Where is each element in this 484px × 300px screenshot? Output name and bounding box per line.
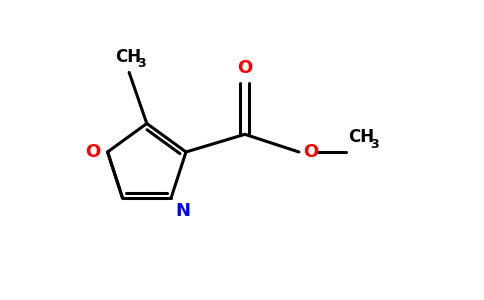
Text: 3: 3 xyxy=(371,138,379,151)
Text: CH: CH xyxy=(115,48,141,66)
Text: 3: 3 xyxy=(137,56,146,70)
Text: O: O xyxy=(237,59,253,77)
Text: O: O xyxy=(86,143,101,161)
Text: N: N xyxy=(175,202,190,220)
Text: CH: CH xyxy=(348,128,374,146)
Text: O: O xyxy=(303,143,318,161)
